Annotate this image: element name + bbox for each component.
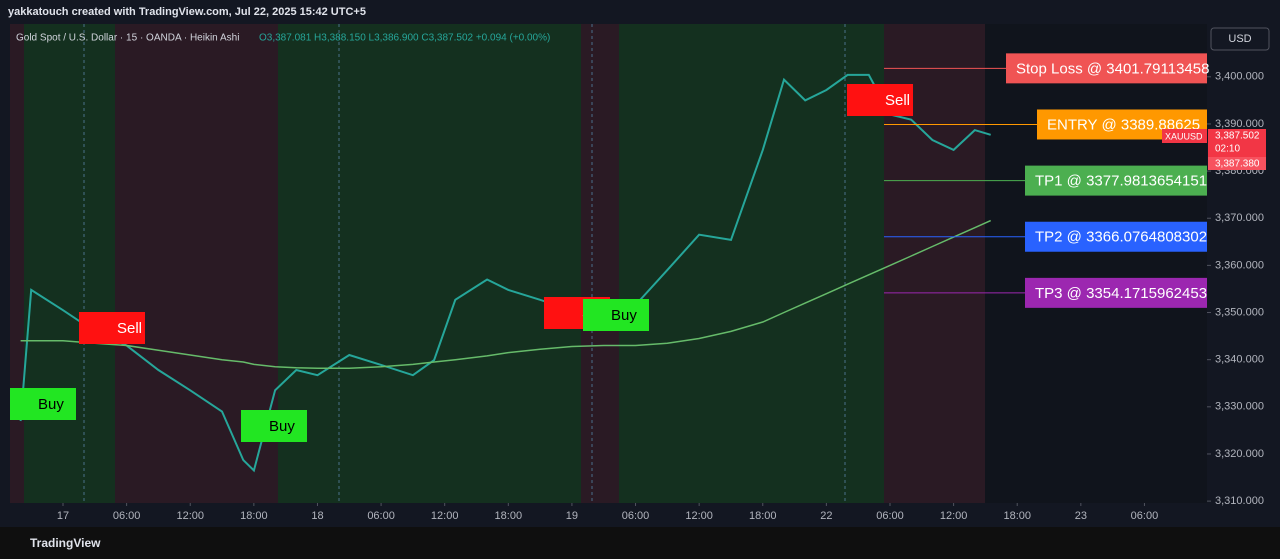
y-tick-label: 3,320.000 (1215, 448, 1264, 460)
price-tag-countdown: 02:10 (1215, 144, 1240, 155)
currency-box[interactable] (1210, 27, 1270, 51)
price-line (20, 219, 992, 369)
x-tick-label: 23 (1075, 510, 1087, 522)
x-tick-label: 18:00 (1003, 510, 1031, 522)
currency[interactable]: USD (1228, 33, 1251, 45)
level-box (1025, 221, 1207, 252)
x-tick-label: 17 (57, 510, 69, 522)
x-tick-label: 12:00 (431, 510, 459, 522)
price-axis (1207, 24, 1280, 503)
price-tag-low-label: 3,387.380 (1215, 159, 1260, 170)
x-tick-label: 06:00 (367, 510, 395, 522)
y-tick-label: 3,310.000 (1215, 495, 1264, 507)
x-tick-label: 06:00 (1131, 510, 1159, 522)
level-box (1006, 53, 1207, 84)
signal-label: Buy (38, 396, 64, 413)
zone (581, 24, 619, 503)
level-box (1025, 277, 1207, 308)
price-tag-price: 3,387.502 (1215, 131, 1260, 142)
x-tick-label: 12:00 (685, 510, 713, 522)
x-tick-label: 06:00 (622, 510, 650, 522)
x-tick-label: 18:00 (495, 510, 523, 522)
price-tag-symbol: XAUUSD (1165, 131, 1203, 141)
signal-label: Sell (117, 320, 142, 337)
y-tick-label: 3,350.000 (1215, 306, 1264, 318)
footer-bar (0, 527, 1280, 559)
signal-box (583, 299, 649, 331)
level-box (1025, 165, 1207, 196)
ohlc: O3,387.081 H3,388.150 L3,386.900 C3,387.… (259, 33, 550, 44)
level-label: Stop Loss @ 3401.79113458 (1016, 60, 1209, 77)
x-tick-label: 12:00 (940, 510, 968, 522)
signal-box (79, 312, 145, 344)
price-line (19, 73, 991, 473)
price-tag (1208, 129, 1266, 157)
credit: yakkatouch created with TradingView.com,… (8, 6, 366, 18)
time-axis (10, 503, 1207, 527)
level-label: TP3 @ 3354.1715962453 (1035, 285, 1207, 302)
zone (10, 24, 24, 503)
x-tick-label: 18:00 (240, 510, 268, 522)
level-label: ENTRY @ 3389.88625 (1047, 116, 1200, 133)
signal-box (241, 410, 307, 442)
session-lines (83, 24, 846, 503)
chart-title: Gold Spot / U.S. Dollar · 15 · OANDA · H… (16, 33, 239, 44)
zone (24, 24, 115, 503)
x-tick-label: 22 (820, 510, 832, 522)
zone (278, 24, 581, 503)
x-tick-label: 06:00 (876, 510, 904, 522)
level-label: TP1 @ 3377.9813654151 (1035, 173, 1207, 190)
level-label: TP2 @ 3366.0764808302 (1035, 229, 1207, 246)
y-tick-label: 3,390.000 (1215, 118, 1264, 130)
signal-label: Sell (885, 92, 910, 109)
x-tick-label: 18:00 (749, 510, 777, 522)
y-tick-label: 3,400.000 (1215, 71, 1264, 83)
y-tick-label: 3,330.000 (1215, 401, 1264, 413)
zone (619, 24, 884, 503)
signal-box (847, 84, 913, 116)
footer-logo: TradingView (30, 536, 101, 550)
x-tick-label: 12:00 (176, 510, 204, 522)
x-tick-label: 18 (311, 510, 323, 522)
signal-box (10, 388, 76, 420)
y-tick-label: 3,360.000 (1215, 259, 1264, 271)
y-tick-label: 3,370.000 (1215, 212, 1264, 224)
signal-label: Buy (611, 307, 637, 324)
price-tag-box (1162, 129, 1207, 143)
y-tick-label: 3,340.000 (1215, 354, 1264, 366)
signal-label: Buy (269, 418, 295, 435)
x-tick-label: 06:00 (113, 510, 141, 522)
x-tick-label: 19 (566, 510, 578, 522)
zones (10, 24, 985, 503)
price-tag-low (1208, 157, 1266, 170)
